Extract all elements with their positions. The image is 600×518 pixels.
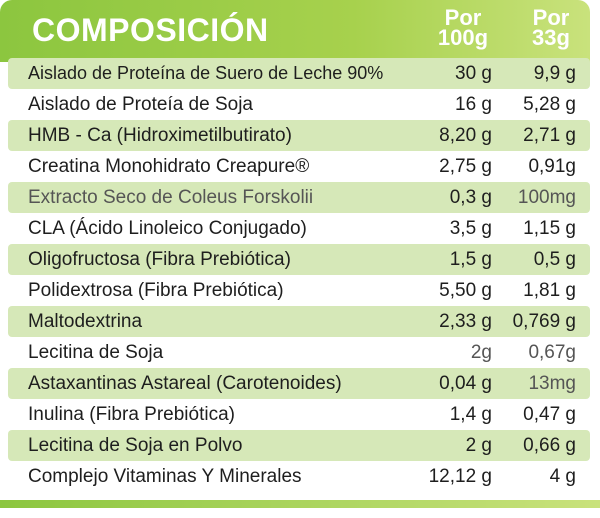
ingredient-name: Astaxantinas Astareal (Carotenoides) (28, 372, 342, 394)
value-per-33g: 2,71 g (523, 124, 576, 146)
table-row: Complejo Vitaminas Y Minerales 12,12 g 4… (8, 461, 590, 492)
value-per-100g: 0,04 g (439, 372, 492, 394)
table-row: Polidextrosa (Fibra Prebiótica) 5,50 g 1… (8, 275, 590, 306)
column-header-100g-line1: Por (444, 5, 482, 30)
table-row: HMB - Ca (Hidroximetilbutirato) 8,20 g 2… (8, 120, 590, 151)
ingredient-name: Creatina Monohidrato Creapure® (28, 155, 310, 177)
table-body: Aislado de Proteína de Suero de Leche 90… (8, 58, 590, 492)
value-per-33g: 4 g (549, 465, 576, 487)
value-per-33g: 9,9 g (533, 62, 576, 84)
value-per-33g: 1,15 g (523, 217, 576, 239)
bottom-accent-bar (0, 500, 600, 508)
ingredient-name: Polidextrosa (Fibra Prebiótica) (28, 279, 284, 301)
ingredient-name: Oligofructosa (Fibra Prebiótica) (28, 248, 291, 270)
column-header-33g-line2: 33g (532, 25, 570, 50)
ingredient-name: Aislado de Proteía de Soja (28, 93, 253, 115)
table-row: Lecitina de Soja 2g 0,67g (8, 337, 590, 368)
ingredient-name: Aislado de Proteína de Suero de Leche 90… (28, 63, 384, 83)
value-per-33g: 0,67g (528, 341, 576, 363)
value-per-100g: 2,33 g (439, 310, 492, 332)
value-per-33g: 5,28 g (523, 93, 576, 115)
value-per-100g: 1,5 g (449, 248, 492, 270)
table-row: Oligofructosa (Fibra Prebiótica) 1,5 g 0… (8, 244, 590, 275)
ingredient-name: Complejo Vitaminas Y Minerales (28, 465, 302, 487)
ingredient-name: Maltodextrina (28, 310, 143, 332)
value-per-33g: 1,81 g (523, 279, 576, 301)
ingredient-name: CLA (Ácido Linoleico Conjugado) (28, 217, 307, 239)
value-per-100g: 5,50 g (439, 279, 492, 301)
value-per-100g: 2 g (465, 434, 492, 456)
ingredient-name: Extracto Seco de Coleus Forskolii (28, 186, 314, 208)
table-row: Extracto Seco de Coleus Forskolii 0,3 g … (8, 182, 590, 213)
value-per-100g: 2,75 g (439, 155, 492, 177)
ingredient-name: Lecitina de Soja (28, 341, 164, 363)
column-header-100g-line2: 100g (437, 25, 489, 50)
value-per-33g: 0,47 g (523, 403, 576, 425)
value-per-33g: 13mg (528, 372, 576, 394)
table-header: COMPOSICIÓN Por 100g Por 33g (0, 0, 590, 62)
column-header-33g: Por 33g (511, 5, 591, 50)
table-row: Creatina Monohidrato Creapure® 2,75 g 0,… (8, 151, 590, 182)
ingredient-name: HMB - Ca (Hidroximetilbutirato) (28, 124, 292, 146)
value-per-100g: 0,3 g (449, 186, 492, 208)
table-row: Inulina (Fibra Prebiótica) 1,4 g 0,47 g (8, 399, 590, 430)
table-row: Aislado de Proteína de Suero de Leche 90… (8, 58, 590, 89)
value-per-100g: 16 g (455, 93, 492, 115)
value-per-100g: 12,12 g (428, 465, 492, 487)
value-per-33g: 100mg (517, 186, 576, 208)
table-title: COMPOSICIÓN (32, 12, 269, 48)
value-per-100g: 30 g (455, 62, 492, 84)
value-per-100g: 8,20 g (439, 124, 492, 146)
value-per-33g: 0,91g (528, 155, 576, 177)
column-header-33g-line1: Por (532, 5, 570, 30)
value-per-33g: 0,5 g (533, 248, 576, 270)
table-row: Maltodextrina 2,33 g 0,769 g (8, 306, 590, 337)
value-per-100g: 1,4 g (449, 403, 492, 425)
table-row: Lecitina de Soja en Polvo 2 g 0,66 g (8, 430, 590, 461)
value-per-100g: 2g (470, 341, 492, 363)
ingredient-name: Inulina (Fibra Prebiótica) (28, 403, 235, 425)
value-per-100g: 3,5 g (449, 217, 492, 239)
value-per-33g: 0,769 g (512, 310, 576, 332)
table-row: CLA (Ácido Linoleico Conjugado) 3,5 g 1,… (8, 213, 590, 244)
column-header-100g: Por 100g (423, 5, 503, 50)
value-per-33g: 0,66 g (523, 434, 576, 456)
table-row: Aislado de Proteía de Soja 16 g 5,28 g (8, 89, 590, 120)
ingredient-name: Lecitina de Soja en Polvo (28, 434, 243, 456)
table-row: Astaxantinas Astareal (Carotenoides) 0,0… (8, 368, 590, 399)
